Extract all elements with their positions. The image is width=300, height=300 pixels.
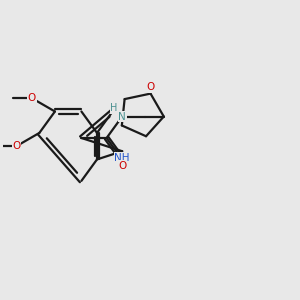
- Text: NH: NH: [115, 153, 130, 163]
- Text: O: O: [12, 141, 20, 151]
- Text: O: O: [118, 161, 126, 171]
- Text: O: O: [146, 82, 155, 92]
- Text: O: O: [28, 93, 36, 103]
- Text: N: N: [118, 112, 126, 122]
- Text: H: H: [110, 103, 118, 113]
